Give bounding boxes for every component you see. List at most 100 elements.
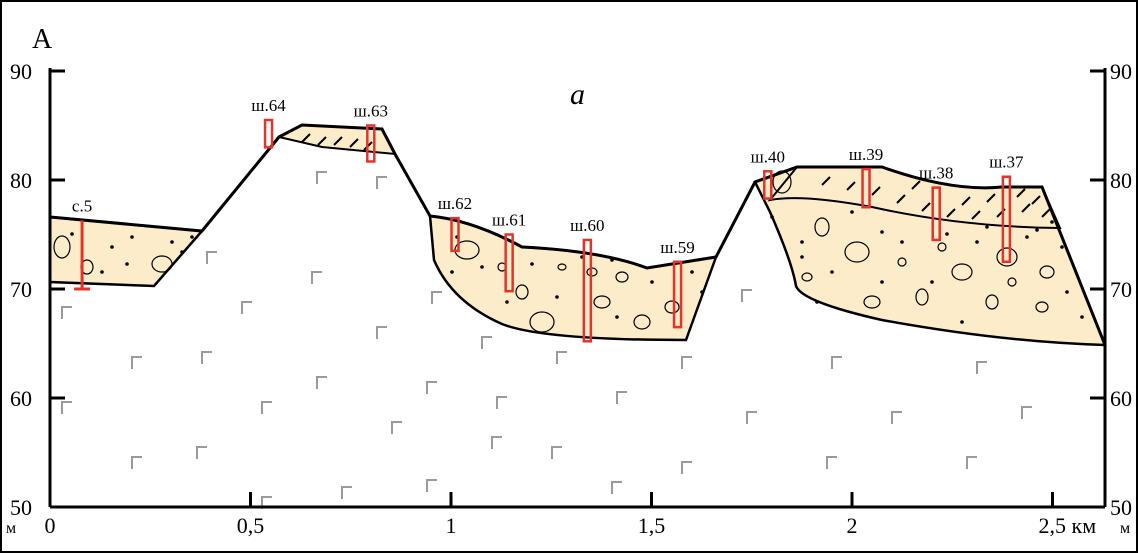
bedrock-symbol — [966, 456, 977, 469]
sand-dot — [1025, 235, 1029, 239]
panel-label: а — [570, 78, 585, 111]
sand-dot — [170, 240, 174, 244]
shaft-label: ш.59 — [660, 238, 694, 257]
bedrock-symbol — [376, 176, 387, 189]
pebble — [814, 217, 830, 237]
y-tick-label-left: 90 — [10, 59, 32, 84]
sediment-lens-left — [48, 215, 205, 288]
shafts: с.5 ш.64 ш.63 ш.62 ш.61 ш.60 ш.59 ш.40 ш.39 ш.38 ш… — [72, 96, 1024, 343]
bedrock-symbol — [376, 326, 387, 339]
bedrock-symbol — [891, 411, 902, 424]
pebble — [151, 255, 173, 273]
hatch-mark — [333, 136, 343, 146]
hatch-mark — [349, 138, 359, 148]
bedrock-symbol — [131, 456, 142, 469]
hatch-mark — [1021, 203, 1031, 213]
y-axis-left: 90 80 70 60 50 — [10, 59, 65, 520]
hatch-mark — [921, 202, 931, 212]
bedrock-symbol — [426, 381, 437, 394]
bedrock-symbol — [556, 351, 567, 364]
sand-dot-pattern — [70, 210, 1084, 324]
bedrock-symbol — [316, 376, 327, 389]
shaft-marker — [1001, 175, 1012, 263]
sand-dot — [960, 320, 964, 324]
sand-dot — [180, 250, 184, 254]
hatch-mark — [871, 186, 881, 196]
pebble — [844, 241, 870, 263]
pebble — [1007, 277, 1017, 287]
bedrock-symbol — [341, 486, 352, 499]
y-axis-right: 90 80 70 60 50 — [1090, 59, 1132, 520]
hatch-mark — [971, 210, 981, 220]
shaft-marker — [672, 260, 683, 329]
y-tick-label-left: 50 — [10, 495, 32, 520]
y-tick-label-left: 80 — [10, 168, 32, 193]
x-tick-label: 1 — [446, 513, 457, 538]
hatch-mark — [1031, 195, 1041, 205]
profile-start-label: А — [32, 24, 53, 55]
pebble — [557, 263, 567, 271]
shaft-label: ш.38 — [919, 164, 953, 183]
x-tick-label: 0,5 — [237, 513, 265, 538]
y-tick-label-right: 80 — [1110, 168, 1132, 193]
bedrock-symbol — [316, 171, 327, 184]
shaft-label: ш.60 — [570, 216, 604, 235]
sand-dot — [130, 235, 134, 239]
shaft-label: с.5 — [72, 196, 92, 215]
shaft-marker — [450, 216, 460, 253]
shaft-marker — [263, 118, 274, 149]
sand-dot — [1060, 245, 1064, 249]
y-tick-label-right: 90 — [1110, 59, 1132, 84]
shaft-marker — [861, 167, 871, 209]
hatch-mark — [846, 181, 856, 191]
hatch-mark — [961, 196, 971, 206]
bedrock-symbol — [481, 336, 492, 349]
sand-dot — [770, 215, 774, 219]
shaft-marker — [504, 233, 514, 293]
bedrock-symbol — [826, 456, 837, 469]
y-tick-label-right: 60 — [1110, 386, 1132, 411]
sand-dot — [1080, 315, 1084, 319]
shaft-label: ш.61 — [492, 211, 526, 230]
hatch-mark — [986, 193, 996, 203]
sand-dot — [800, 240, 804, 244]
pebble — [615, 271, 629, 283]
pebble — [1039, 265, 1055, 279]
pebble — [593, 295, 611, 309]
sand-dot — [530, 262, 534, 266]
sand-dot — [815, 300, 819, 304]
bedrock-symbol — [61, 306, 72, 319]
shaft-label: ш.64 — [251, 96, 286, 115]
sand-dot — [480, 265, 484, 269]
sand-dot — [125, 262, 129, 266]
bedrock-symbol — [311, 271, 322, 284]
pebble — [633, 314, 651, 330]
y-tick-label-left: 70 — [10, 277, 32, 302]
x-axis: 0 0,5 1 1,5 2 2,5 км — [45, 492, 1096, 538]
pebble — [937, 242, 947, 252]
sand-dot — [880, 230, 884, 234]
shaft-label: ш.62 — [438, 194, 472, 213]
bedrock-symbol — [681, 356, 692, 369]
pebble — [53, 235, 71, 259]
pebble — [996, 247, 1018, 267]
x-tick-label: 0 — [45, 513, 56, 538]
bedrock-symbol — [426, 479, 437, 492]
pebble — [897, 257, 907, 267]
bedrock-symbol — [616, 391, 627, 404]
sand-dot — [1050, 220, 1054, 224]
sand-dot — [900, 240, 904, 244]
sand-dot — [555, 295, 559, 299]
bedrock-symbol — [261, 496, 272, 509]
bedrock-symbol — [611, 481, 622, 494]
bedrock-symbol — [681, 461, 692, 474]
hatch-mark — [821, 176, 831, 186]
sand-dot — [975, 240, 979, 244]
hatch-mark — [1041, 208, 1051, 218]
pebble — [863, 295, 881, 309]
y-tick-label-right: 50 — [1110, 495, 1132, 520]
sand-dot — [880, 280, 884, 284]
bedrock-symbol — [496, 396, 507, 409]
sand-dot — [700, 290, 704, 294]
